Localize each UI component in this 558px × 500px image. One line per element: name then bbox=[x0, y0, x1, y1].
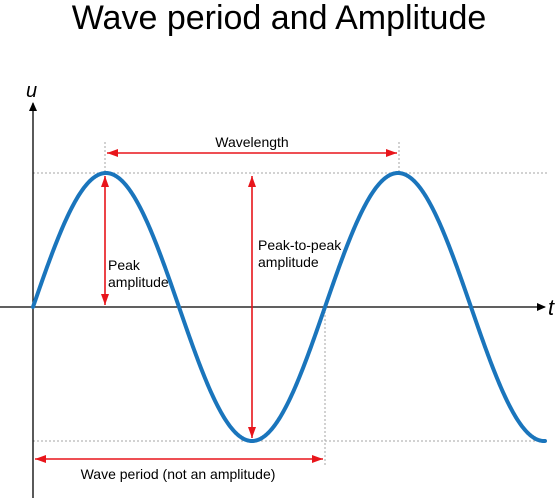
vertical-axis-label: u bbox=[26, 80, 37, 102]
guide-lines bbox=[33, 142, 548, 466]
horizontal-axis-label: t bbox=[548, 295, 555, 320]
peak-to-peak-label-line1: Peak-to-peak bbox=[258, 237, 342, 253]
peak-amplitude-label-line2: amplitude bbox=[108, 274, 169, 290]
sine-wave bbox=[31, 170, 547, 444]
wave-period-label: Wave period (not an amplitude) bbox=[81, 466, 276, 482]
peak-amplitude-label-line1: Peak bbox=[108, 257, 141, 273]
wavelength-label: Wavelength bbox=[215, 134, 288, 150]
page-title: Wave period and Amplitude bbox=[71, 0, 487, 37]
peak-to-peak-label-line2: amplitude bbox=[258, 254, 319, 270]
